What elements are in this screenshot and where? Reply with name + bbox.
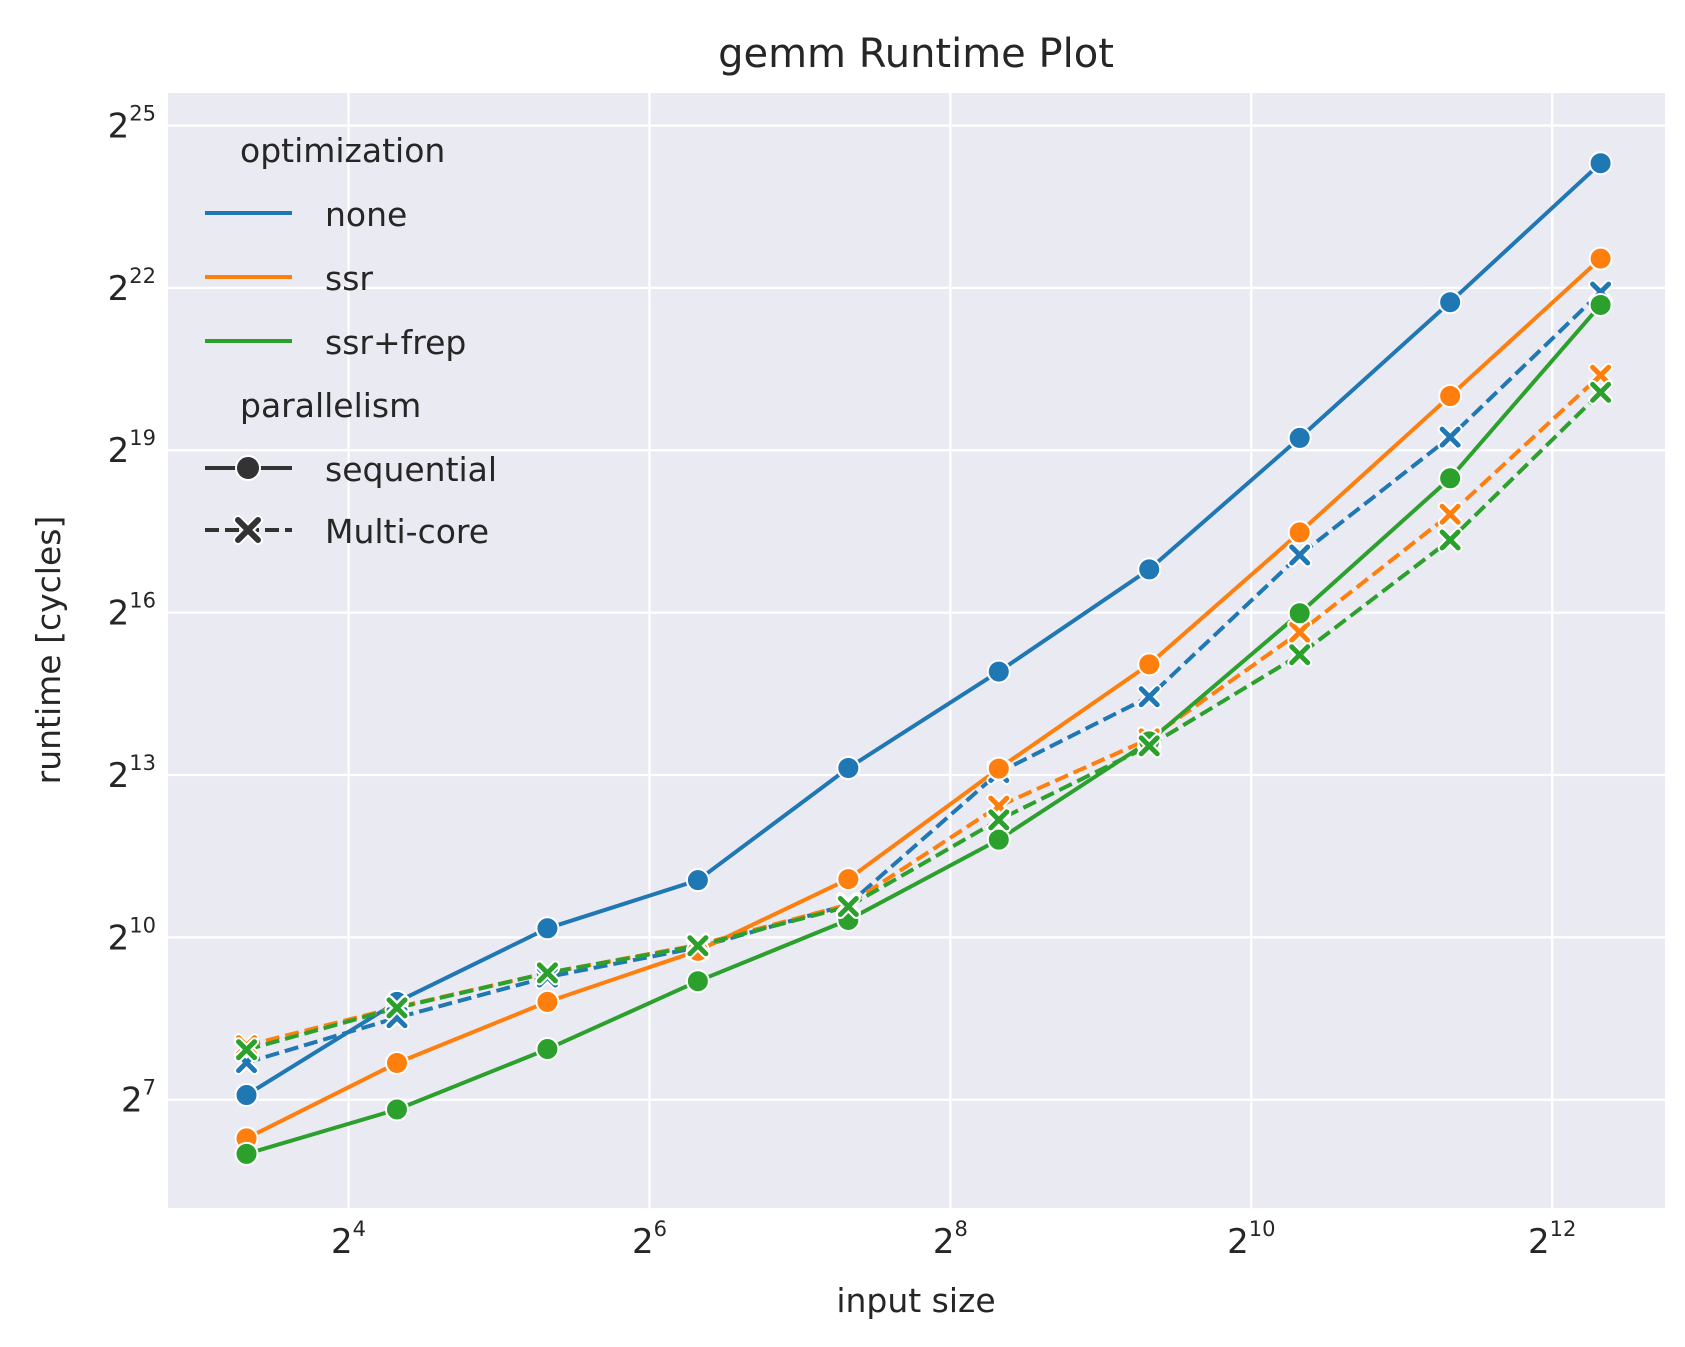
series-line-ssr-sequential (245, 257, 1602, 1141)
y-tick-labels: 27 210 213 216 219 222 225 (108, 101, 156, 1120)
point-ssr-frep-multi-core (1136, 733, 1162, 759)
series-markers (234, 151, 1614, 1166)
point-ssr-frep-sequential (1287, 601, 1312, 626)
point-none-multi-core (1136, 684, 1162, 710)
point-ssr-multi-core (1588, 362, 1614, 388)
legend: optimization none ssr ssr+frep paralleli… (205, 131, 497, 551)
point-ssr-frep-multi-core (234, 1037, 260, 1063)
x-tick-label: 28 (933, 1217, 968, 1262)
point-ssr-multi-core (1287, 619, 1313, 645)
point-ssr-frep-multi-core (986, 807, 1012, 833)
y-tick-label: 216 (108, 589, 156, 634)
legend-title-parallelism: parallelism (240, 386, 421, 425)
series-line-none-multi-core (245, 290, 1602, 1065)
point-ssr-sequential (986, 756, 1011, 781)
x-axis-label: input size (836, 1281, 995, 1320)
point-ssr-frep-multi-core (1588, 379, 1614, 405)
chart-title: gemm Runtime Plot (718, 31, 1114, 77)
point-none-sequential (234, 1083, 259, 1108)
point-ssr-frep-multi-core (1437, 527, 1463, 553)
point-ssr-sequential (1287, 520, 1312, 545)
legend-label-multi-core: Multi-core (325, 512, 489, 551)
legend-marker-circle-icon (235, 455, 261, 481)
point-none-sequential (1287, 425, 1312, 450)
point-none-sequential (986, 659, 1011, 684)
legend-title-optimization: optimization (240, 131, 445, 170)
point-ssr-sequential (535, 989, 560, 1014)
x-tick-labels: 24 26 28 210 212 (331, 1217, 1576, 1262)
series-lines (245, 161, 1603, 1156)
point-ssr-sequential (1137, 652, 1162, 677)
point-ssr-frep-sequential (986, 827, 1011, 852)
point-ssr-multi-core (1437, 501, 1463, 527)
y-tick-label: 213 (108, 751, 156, 796)
y-tick-label: 27 (121, 1076, 156, 1121)
series-line-none-sequential (245, 161, 1602, 1097)
point-none-multi-core (1287, 542, 1313, 568)
legend-label-ssr: ssr (325, 259, 373, 298)
point-ssr-frep-multi-core (685, 933, 711, 959)
point-ssr-frep-sequential (1438, 466, 1463, 491)
point-none-multi-core (1437, 424, 1463, 450)
y-axis-label: runtime [cycles] (29, 516, 68, 785)
y-tick-label: 222 (108, 264, 156, 309)
point-ssr-sequential (1438, 384, 1463, 409)
point-ssr-frep-sequential (384, 1097, 409, 1122)
y-tick-label: 219 (108, 426, 156, 471)
point-ssr-frep-sequential (535, 1037, 560, 1062)
x-tick-label: 212 (1528, 1217, 1576, 1262)
x-tick-label: 210 (1227, 1217, 1275, 1262)
y-tick-label: 210 (108, 913, 156, 958)
point-none-sequential (1137, 557, 1162, 582)
y-tick-label: 225 (108, 101, 156, 146)
point-none-sequential (836, 755, 861, 780)
legend-label-ssr-frep: ssr+frep (325, 323, 466, 362)
grid (168, 93, 1665, 1208)
legend-marker-x-icon (233, 515, 263, 545)
point-ssr-frep-sequential (234, 1141, 259, 1166)
plot-area (168, 93, 1665, 1208)
point-ssr-sequential (836, 867, 861, 892)
point-none-sequential (1438, 290, 1463, 315)
series-line-ssr-frep-multi-core (245, 390, 1603, 1052)
point-ssr-frep-multi-core (384, 995, 410, 1021)
point-ssr-frep-sequential (685, 969, 710, 994)
point-ssr-sequential (1588, 246, 1613, 271)
point-ssr-sequential (384, 1050, 409, 1075)
point-ssr-frep-multi-core (1287, 642, 1313, 668)
x-tick-label: 24 (331, 1217, 366, 1262)
series-line-ssr-frep-sequential (245, 303, 1603, 1156)
legend-label-sequential: sequential (325, 450, 497, 489)
point-none-sequential (685, 868, 710, 893)
legend-label-none: none (325, 195, 407, 234)
point-none-sequential (535, 916, 560, 941)
point-ssr-frep-sequential (1588, 292, 1613, 317)
point-ssr-frep-multi-core (835, 894, 861, 920)
point-none-sequential (1588, 151, 1613, 176)
point-ssr-frep-multi-core (534, 960, 560, 986)
x-tick-label: 26 (632, 1217, 667, 1262)
